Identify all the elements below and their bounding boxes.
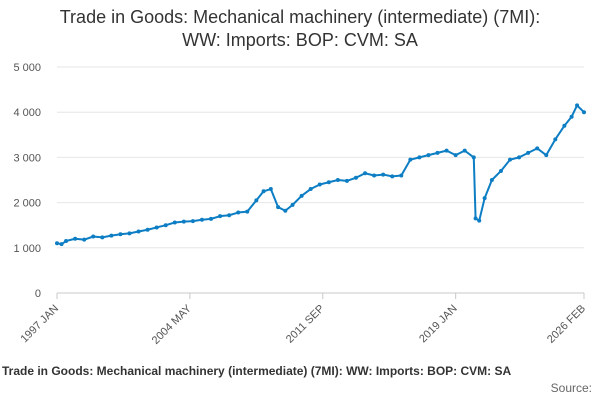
data-point: [136, 229, 141, 234]
data-point: [190, 219, 195, 224]
data-point: [498, 168, 503, 173]
data-point: [408, 157, 413, 162]
data-point: [209, 216, 214, 221]
data-point: [73, 236, 78, 241]
data-point: [127, 231, 132, 236]
data-point: [444, 148, 449, 153]
data-point: [163, 223, 168, 228]
data-point: [473, 216, 478, 221]
data-point: [426, 153, 431, 158]
chart-title-line-2: WW: Imports: BOP: CVM: SA: [182, 30, 418, 50]
y-tick-label: 3 000: [13, 152, 41, 164]
data-point: [482, 196, 487, 201]
data-point: [118, 232, 123, 237]
data-point: [417, 155, 422, 160]
data-point: [59, 242, 64, 247]
x-axis-ticks: 1997 JAN 2004 MAY 2011 SEP 2019 JAN 2026 FEB: [18, 293, 588, 347]
data-point: [462, 148, 467, 153]
data-point: [236, 210, 241, 215]
data-point: [399, 173, 404, 178]
x-tick-label: 2011 SEP: [284, 303, 327, 346]
y-axis-ticks: 0 1 000 2 000 3 000 4 000 5 000: [13, 62, 41, 300]
data-point: [562, 123, 567, 128]
y-tick-label: 5 000: [13, 62, 41, 74]
y-tick-label: 1 000: [13, 243, 41, 255]
y-tick-label: 4 000: [13, 107, 41, 119]
data-point: [64, 239, 69, 244]
data-point: [290, 202, 295, 207]
data-point: [575, 103, 580, 108]
data-point: [261, 189, 266, 194]
data-point: [317, 182, 322, 187]
y-tick-label: 2 000: [13, 198, 41, 210]
data-point: [517, 155, 522, 160]
data-point: [299, 193, 304, 198]
chart-title: Trade in Goods: Mechanical machinery (in…: [0, 6, 600, 52]
gridlines: [57, 66, 584, 249]
data-point: [569, 114, 574, 119]
data-point: [553, 137, 558, 142]
chart-title-line-1: Trade in Goods: Mechanical machinery (in…: [59, 7, 541, 27]
data-point: [55, 241, 59, 246]
data-point: [199, 217, 204, 222]
data-point: [363, 171, 368, 176]
x-tick-label: 2004 MAY: [150, 302, 195, 347]
y-tick-label: 0: [35, 288, 41, 300]
data-point: [372, 173, 377, 178]
data-point: [544, 153, 549, 158]
data-point: [82, 237, 87, 242]
data-point: [181, 219, 186, 224]
x-tick-label: 1997 JAN: [18, 303, 61, 346]
data-point: [435, 150, 440, 155]
data-point: [172, 220, 177, 225]
data-point: [254, 198, 259, 203]
data-point: [245, 209, 250, 214]
data-point: [268, 187, 273, 192]
data-point: [276, 205, 281, 210]
data-point: [489, 178, 494, 182]
chart-footer-caption: Trade in Goods: Mechanical machinery (in…: [2, 364, 512, 378]
data-point: [526, 150, 531, 155]
data-point: [344, 178, 349, 183]
data-point: [508, 157, 513, 162]
data-point: [390, 174, 395, 179]
data-point: [308, 187, 313, 192]
source-label: Source:: [550, 381, 592, 395]
series-line: [56, 104, 585, 246]
data-point: [453, 153, 458, 158]
data-point: [381, 172, 386, 177]
data-point: [154, 225, 159, 230]
x-tick-label: 2026 FEB: [545, 303, 588, 346]
data-point: [326, 180, 331, 185]
series-layer: [55, 103, 586, 247]
data-point: [227, 213, 232, 218]
x-tick-label: 2019 JAN: [417, 303, 460, 346]
data-point: [335, 178, 340, 182]
data-point: [582, 110, 586, 115]
data-point: [218, 214, 223, 219]
data-point: [145, 227, 150, 232]
data-point: [477, 218, 482, 223]
data-point: [353, 175, 358, 180]
data-point: [283, 208, 288, 213]
data-point: [471, 155, 476, 160]
data-point: [535, 146, 540, 151]
data-point: [91, 234, 96, 239]
data-point: [100, 235, 105, 240]
data-point: [109, 233, 114, 238]
